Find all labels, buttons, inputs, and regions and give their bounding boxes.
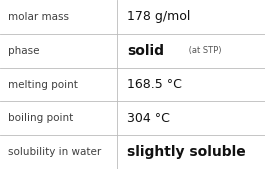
Text: 304 °C: 304 °C: [127, 112, 170, 125]
Text: phase: phase: [8, 46, 39, 56]
Text: slightly soluble: slightly soluble: [127, 145, 246, 159]
Text: 168.5 °C: 168.5 °C: [127, 78, 182, 91]
Text: (at STP): (at STP): [186, 46, 221, 55]
Text: boiling point: boiling point: [8, 113, 73, 123]
Text: molar mass: molar mass: [8, 12, 69, 22]
Text: 178 g/mol: 178 g/mol: [127, 10, 191, 23]
Text: solid: solid: [127, 44, 164, 58]
Text: melting point: melting point: [8, 79, 78, 90]
Text: solubility in water: solubility in water: [8, 147, 101, 157]
